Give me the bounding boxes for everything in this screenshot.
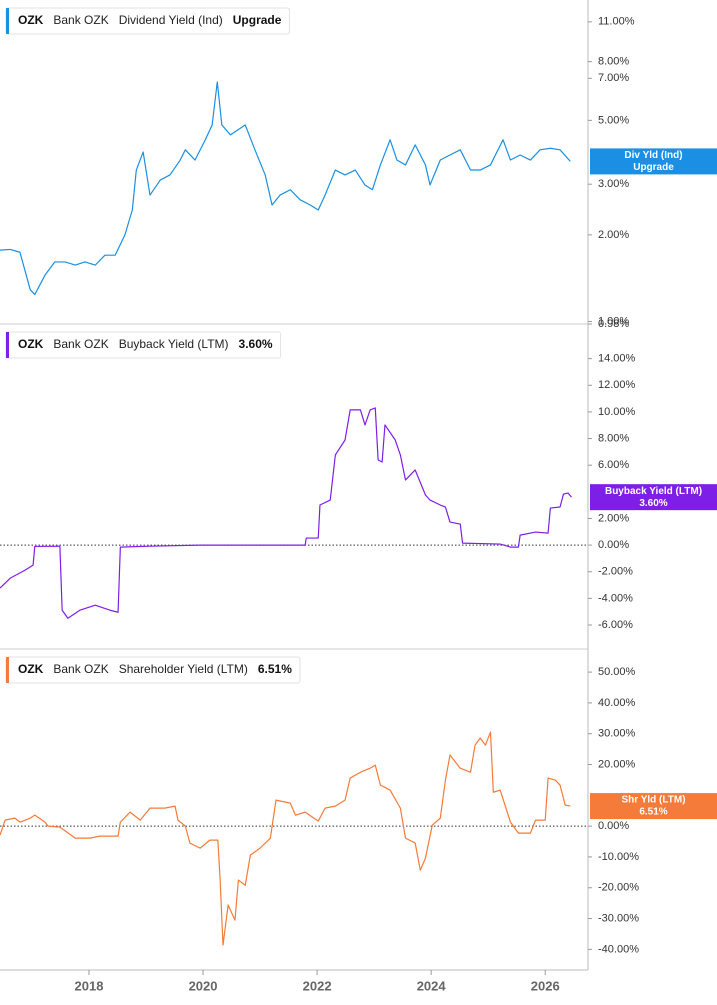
y-tick-label: -40.00% [598,943,639,955]
legend-text: Shareholder Yield (LTM) [119,662,248,676]
legend-text: Upgrade [233,13,282,27]
legend-text: OZK [18,337,44,351]
y-tick-label: 3.00% [598,178,629,190]
y-tick-label: 5.00% [598,114,629,126]
legend-text: OZK [18,662,44,676]
y-tick-label: -30.00% [598,912,639,924]
legend-text: Bank OZK [53,662,108,676]
x-tick-label: 2020 [189,978,218,993]
legend-text: Dividend Yield (Ind) [119,13,223,27]
y-tick-label: 0.00% [598,820,629,832]
badge-label: Div Yld (Ind) [624,150,682,161]
legend-text: 6.51% [258,662,292,676]
legend-text: Bank OZK [53,13,108,27]
legend-swatch [6,332,9,358]
y-tick-label: 8.00% [598,432,629,444]
badge-value: 6.51% [639,807,667,818]
y-tick-label: 50.00% [598,666,636,678]
y-tick-label: 30.00% [598,728,636,740]
badge-label: Buyback Yield (LTM) [605,486,702,497]
x-tick-label: 2018 [75,978,104,993]
y-tick-label: -20.00% [598,882,639,894]
y-tick-label: -4.00% [598,592,633,604]
y-tick-label: -10.00% [598,851,639,863]
y-tick-label: 14.00% [598,353,636,365]
x-tick-label: 2026 [531,978,560,993]
legend-swatch [6,8,9,34]
x-tick-label: 2024 [417,978,447,993]
y-tick-label: 0.00% [598,539,629,551]
value-badge [590,484,717,511]
y-tick-label: 0.98% [598,318,629,330]
badge-value: Upgrade [633,162,674,173]
y-tick-label: 12.00% [598,379,636,391]
y-tick-label: 8.00% [598,56,629,68]
y-tick-label: 10.00% [598,406,636,418]
x-tick-label: 2022 [303,978,332,993]
value-badge [590,148,717,175]
legend-text: 3.60% [239,337,273,351]
y-tick-label: -6.00% [598,619,633,631]
badge-label: Shr Yld (LTM) [621,795,685,806]
y-tick-label: 20.00% [598,758,636,770]
y-tick-label: 40.00% [598,697,636,709]
y-tick-label: -2.00% [598,566,633,578]
y-tick-label: 7.00% [598,72,629,84]
legend-text: OZK [18,13,44,27]
series-line [0,731,571,946]
series-line [0,81,571,296]
y-tick-label: 2.00% [598,229,629,241]
series-line [0,407,572,619]
legend-swatch [6,657,9,683]
y-tick-label: 2.00% [598,512,629,524]
y-tick-label: 6.00% [598,459,629,471]
value-badge [590,793,717,820]
legend-text: Buyback Yield (LTM) [119,337,229,351]
y-tick-label: 11.00% [598,16,635,28]
y-tick-label: 1.00% [598,315,629,327]
badge-value: 3.60% [639,498,667,509]
legend-text: Bank OZK [53,337,108,351]
